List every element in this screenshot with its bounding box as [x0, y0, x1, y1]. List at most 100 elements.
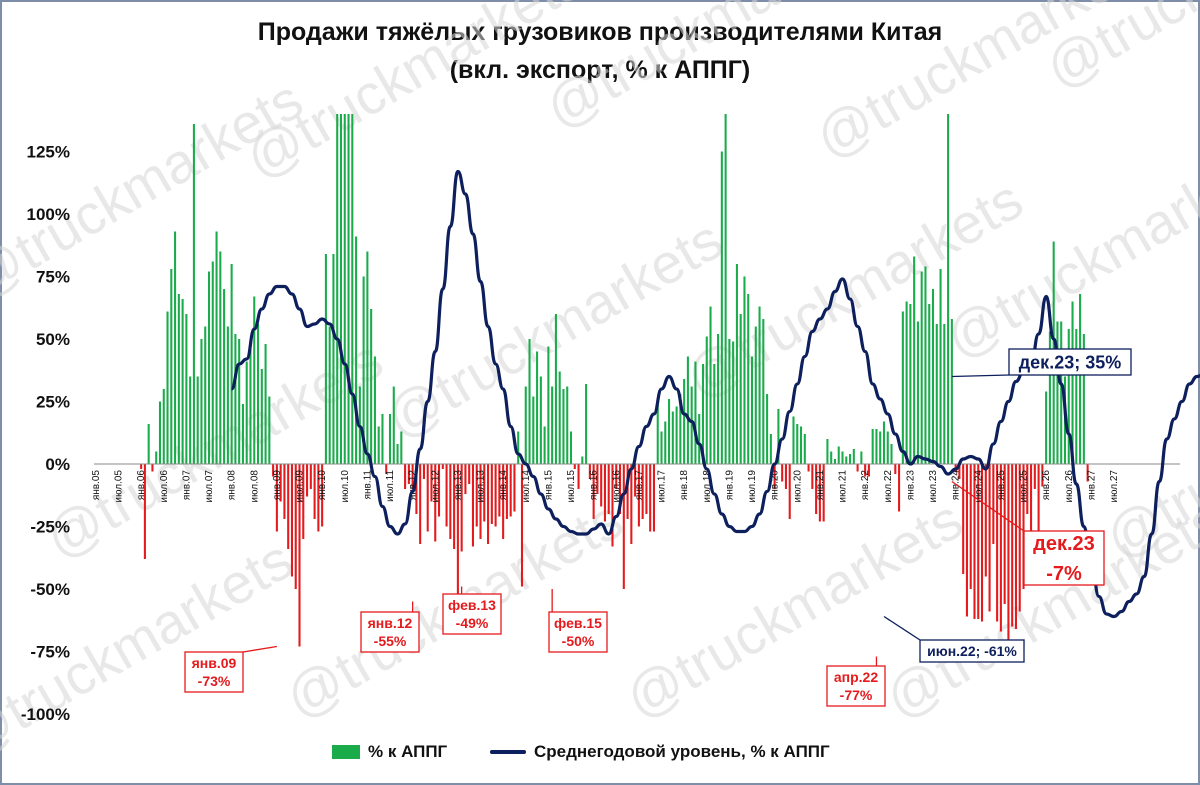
bar — [871, 429, 874, 464]
bar — [867, 464, 870, 477]
annotation-value: -55% — [374, 633, 407, 649]
bar — [475, 464, 478, 527]
bar — [309, 464, 312, 489]
annotation-value: -7% — [1046, 563, 1082, 585]
average-line — [230, 169, 1200, 619]
bar — [140, 464, 143, 469]
annotation-box — [1008, 348, 1132, 376]
annotation-box — [826, 665, 886, 707]
bar — [784, 464, 787, 489]
bar — [901, 311, 904, 464]
bar — [988, 464, 991, 612]
bar — [155, 451, 158, 464]
bar — [245, 361, 248, 464]
bar — [720, 151, 723, 464]
annotation-box — [442, 593, 502, 635]
bar — [705, 336, 708, 464]
bar — [916, 321, 919, 464]
x-tick-label: янв.18 — [679, 470, 690, 501]
bar — [158, 401, 162, 464]
x-tick-label: июл.09 — [295, 470, 306, 503]
bar — [373, 356, 376, 464]
x-tick-label: янв.08 — [227, 470, 238, 501]
annotation-box — [548, 611, 608, 653]
y-tick-label: 50% — [36, 330, 70, 349]
bar — [592, 464, 595, 519]
x-tick-label: янв.26 — [1041, 470, 1052, 501]
annotation-label: янв.12 — [368, 615, 413, 631]
y-tick-label: 25% — [36, 393, 70, 412]
bar — [415, 464, 418, 514]
legend-line-swatch — [490, 750, 526, 754]
bar — [502, 464, 505, 539]
bar — [1082, 334, 1085, 464]
annotation-box — [919, 639, 1025, 663]
annotation-value: -49% — [456, 615, 489, 631]
bar — [664, 421, 667, 464]
x-tick-label: янв.06 — [136, 470, 147, 501]
bar — [230, 264, 233, 464]
annotation-label: дек.23; 35% — [1019, 352, 1122, 372]
bar — [370, 309, 373, 464]
bar — [641, 464, 644, 519]
x-tick-label: июл.15 — [566, 470, 577, 503]
bar — [626, 464, 629, 519]
bar — [317, 464, 320, 532]
legend-line-label: Среднегодовой уровень, % к АППГ — [534, 742, 830, 761]
bar — [479, 464, 482, 539]
bar — [223, 289, 226, 464]
bar — [324, 254, 327, 464]
bar — [1026, 464, 1029, 514]
bar — [241, 404, 244, 464]
annotation-label: фев.15 — [554, 615, 602, 631]
chart-title-line1: Продажи тяжёлых грузовиков производителя… — [257, 18, 943, 46]
bar — [407, 464, 410, 484]
bar — [894, 464, 897, 474]
bar — [520, 464, 524, 587]
x-tick-label: янв.22 — [860, 470, 871, 501]
bar — [649, 464, 652, 532]
bar — [698, 414, 701, 464]
bar — [977, 464, 980, 619]
bar — [905, 301, 908, 464]
bar — [279, 464, 282, 502]
bar — [939, 269, 942, 464]
bar — [468, 464, 471, 484]
bar — [1075, 329, 1078, 464]
x-tick-label: июл.19 — [747, 470, 758, 503]
y-tick-label: -100% — [21, 705, 70, 724]
bar — [569, 431, 573, 464]
bar — [773, 464, 776, 489]
bar — [668, 399, 671, 464]
bar — [724, 114, 727, 464]
bar — [339, 114, 343, 464]
bar — [826, 439, 829, 464]
bar — [769, 434, 772, 464]
bar — [204, 326, 207, 464]
bar — [603, 464, 606, 522]
bar — [822, 464, 825, 522]
bar — [1041, 464, 1044, 487]
bar — [943, 324, 946, 464]
bar — [581, 456, 584, 464]
bar — [539, 376, 542, 464]
bar — [543, 426, 546, 464]
bar — [713, 364, 716, 464]
bar — [460, 464, 463, 552]
bar — [385, 464, 388, 474]
annotation-leader — [883, 615, 921, 641]
bar — [766, 394, 769, 464]
bar — [882, 421, 886, 464]
bar — [437, 464, 441, 517]
bar — [815, 464, 818, 514]
bar — [170, 269, 173, 464]
legend-bars-label: % к АППГ — [368, 742, 448, 761]
bar — [166, 311, 169, 464]
bar — [196, 376, 199, 464]
annotation-value: -77% — [840, 687, 873, 703]
bar — [404, 464, 407, 489]
bar — [600, 464, 603, 507]
bar — [811, 464, 814, 489]
bar — [298, 464, 301, 647]
bar — [411, 464, 414, 489]
